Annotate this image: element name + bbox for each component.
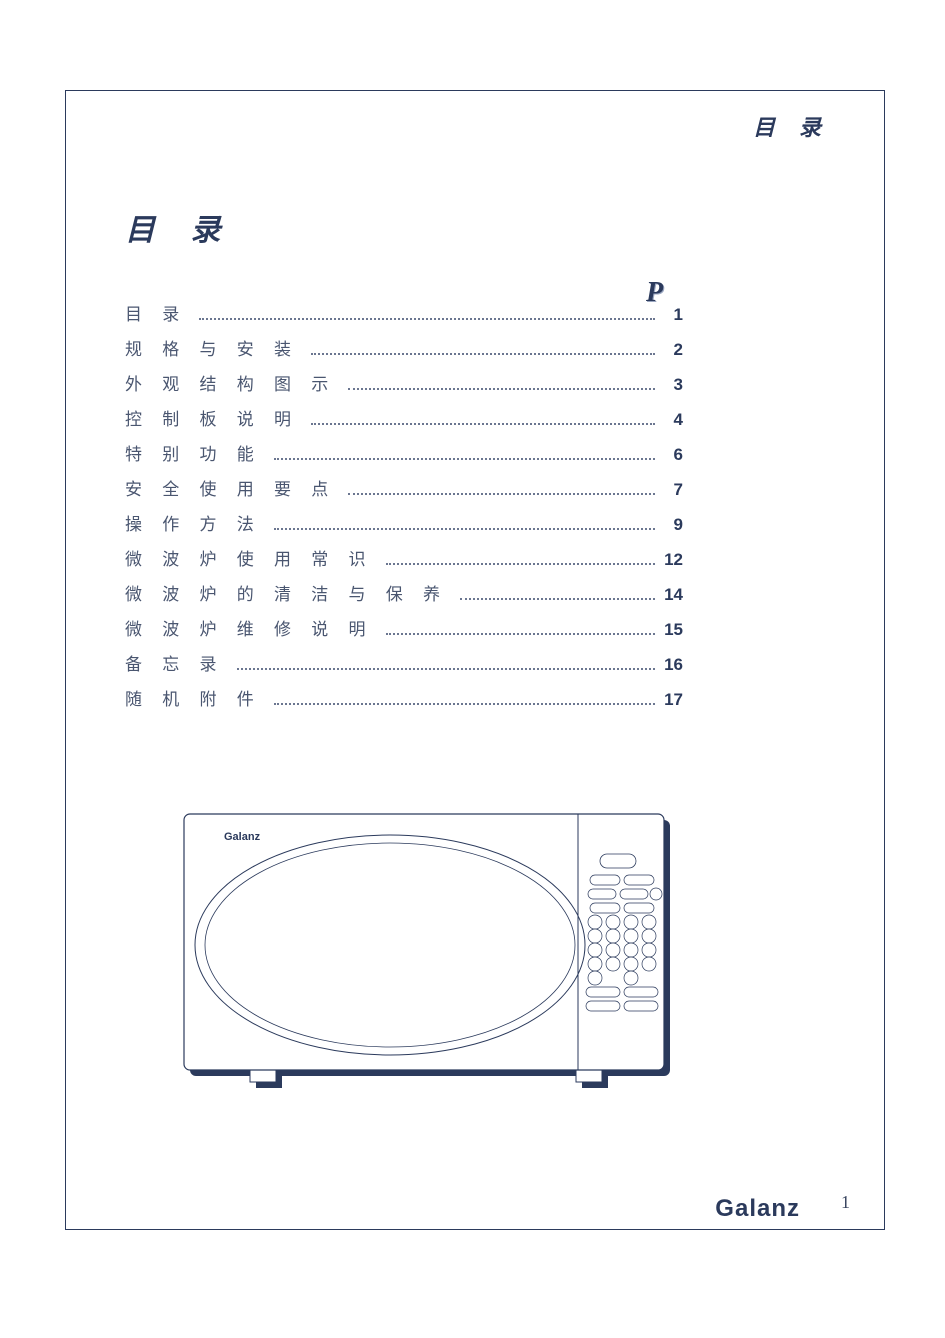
footer-brand: Galanz: [715, 1195, 800, 1223]
toc-label: 随 机 附 件: [125, 685, 268, 710]
toc-row: 安 全 使 用 要 点 7: [125, 475, 683, 510]
toc-leader-dots: [386, 633, 656, 635]
toc-row: 微 波 炉 的 清 洁 与 保 养 14: [125, 580, 683, 615]
toc-label: 操 作 方 法: [125, 510, 268, 535]
toc-row: 外 观 结 构 图 示 3: [125, 370, 683, 405]
toc-page-number: 9: [661, 515, 683, 535]
toc-page-number: 2: [661, 340, 683, 360]
toc-row: 操 作 方 法 9: [125, 510, 683, 545]
toc-leader-dots: [311, 423, 655, 425]
toc-row: 控 制 板 说 明 4: [125, 405, 683, 440]
toc-leader-dots: [348, 493, 655, 495]
toc-leader-dots: [274, 528, 655, 530]
toc-leader-dots: [348, 388, 655, 390]
toc-leader-dots: [274, 458, 655, 460]
footer-page-number: 1: [841, 1192, 850, 1213]
toc-row: 目 录 1: [125, 300, 683, 335]
toc-label: 规 格 与 安 装: [125, 335, 305, 360]
toc-page-number: 16: [661, 655, 683, 675]
toc-page-number: 14: [661, 585, 683, 605]
toc-row: 备 忘 录 16: [125, 650, 683, 685]
toc-leader-dots: [386, 563, 656, 565]
toc-page-number: 3: [661, 375, 683, 395]
page-header-label: 目录: [753, 110, 845, 142]
toc-page-number: 1: [661, 305, 683, 325]
svg-text:Galanz: Galanz: [224, 831, 261, 843]
toc-row: 特 别 功 能 6: [125, 440, 683, 475]
toc-page-number: 17: [661, 690, 683, 710]
table-of-contents: 目 录 1 规 格 与 安 装 2 外 观 结 构 图 示 3 控 制 板 说 明 4 特 别 …: [125, 300, 683, 720]
toc-label: 微 波 炉 使 用 常 识: [125, 545, 380, 570]
toc-label: 特 别 功 能: [125, 440, 268, 465]
toc-page-number: 7: [661, 480, 683, 500]
page-title: 目 录: [125, 205, 235, 249]
toc-leader-dots: [460, 598, 655, 600]
toc-label: 安 全 使 用 要 点: [125, 475, 342, 500]
toc-row: 微 波 炉 使 用 常 识 12: [125, 545, 683, 580]
toc-leader-dots: [311, 353, 655, 355]
toc-leader-dots: [237, 668, 656, 670]
toc-page-number: 15: [661, 620, 683, 640]
toc-label: 控 制 板 说 明: [125, 405, 305, 430]
toc-label: 微 波 炉 的 清 洁 与 保 养: [125, 580, 454, 605]
toc-leader-dots: [274, 703, 655, 705]
toc-label: 目 录: [125, 300, 193, 325]
toc-label: 外 观 结 构 图 示: [125, 370, 342, 395]
toc-row: 微 波 炉 维 修 说 明 15: [125, 615, 683, 650]
microwave-diagram: Galanz: [180, 810, 680, 1095]
toc-label: 备 忘 录: [125, 650, 231, 675]
toc-page-number: 6: [661, 445, 683, 465]
toc-row: 随 机 附 件 17: [125, 685, 683, 720]
toc-leader-dots: [199, 318, 655, 320]
toc-page-number: 12: [661, 550, 683, 570]
toc-page-number: 4: [661, 410, 683, 430]
toc-row: 规 格 与 安 装 2: [125, 335, 683, 370]
toc-label: 微 波 炉 维 修 说 明: [125, 615, 380, 640]
